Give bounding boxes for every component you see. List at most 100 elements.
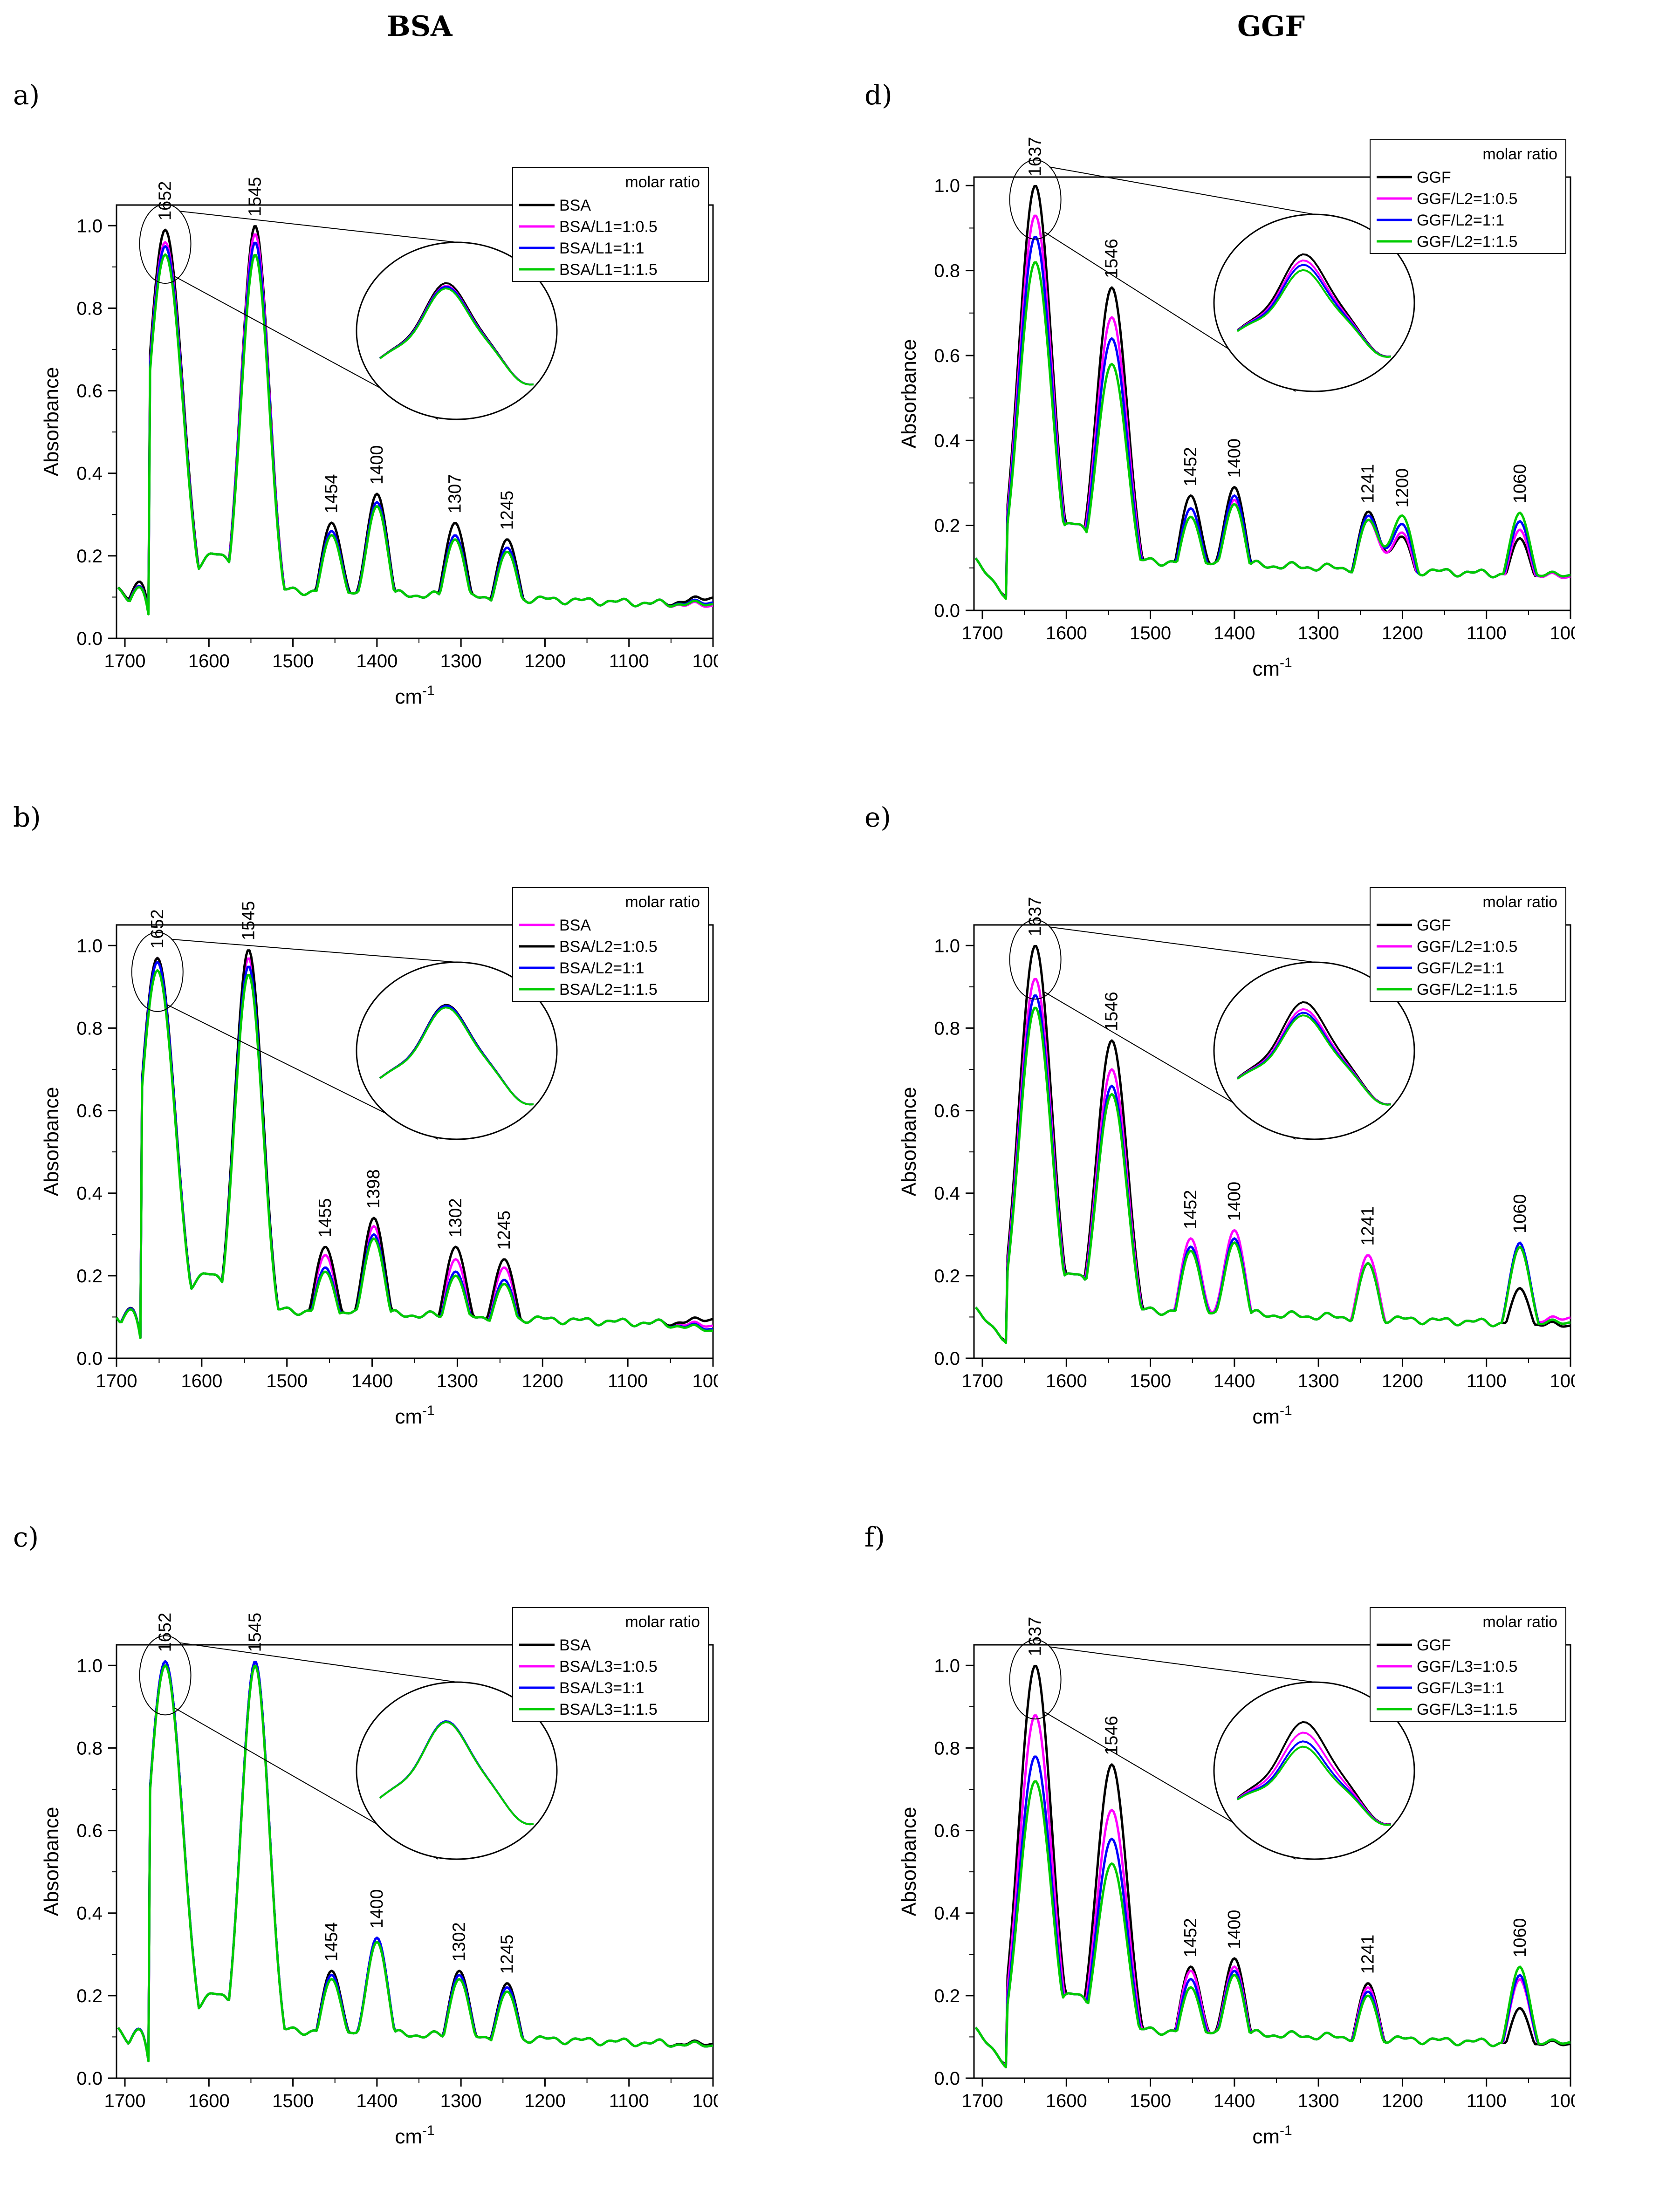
x-tick-label: 1000 <box>693 2091 718 2111</box>
y-tick-label: 0.0 <box>76 1348 103 1369</box>
x-tick-label: 1300 <box>440 651 482 671</box>
legend-entry: GGF/L2=1:1 <box>1417 959 1504 977</box>
y-tick-label: 0.0 <box>76 629 103 649</box>
y-tick-label: 0.4 <box>934 1184 960 1204</box>
legend-entry: GGF/L3=1:1.5 <box>1417 1701 1517 1718</box>
peak-label: 1245 <box>497 491 517 530</box>
x-axis-label-exponent: -1 <box>422 1403 435 1418</box>
series-line <box>117 253 713 616</box>
zoom-inset <box>1213 213 1415 392</box>
x-tick-label: 1200 <box>524 2091 566 2111</box>
x-tick-label: 1200 <box>1382 2091 1423 2111</box>
plot-frame <box>973 1644 1571 2079</box>
legend-entry: BSA/L3=1:1.5 <box>559 1701 658 1718</box>
peak-label: 1545 <box>245 177 265 217</box>
legend-entry: GGF/L3=1:0.5 <box>1417 1658 1517 1676</box>
y-tick-label: 1.0 <box>934 176 960 196</box>
zoom-inset <box>356 1681 558 1860</box>
right-column-title: GGF <box>1237 10 1305 43</box>
x-tick-label: 1700 <box>962 623 1003 643</box>
plot-frame <box>973 924 1571 1359</box>
peak-label: 1652 <box>156 181 175 221</box>
x-axis-label: cm-1 <box>395 683 434 708</box>
peak-label: 1637 <box>1026 897 1045 937</box>
peak-label: 1302 <box>450 1922 469 1962</box>
y-axis-label: Absorbance <box>40 1087 63 1197</box>
y-tick-label: 0.4 <box>934 431 960 451</box>
zoom-connector <box>171 938 457 963</box>
peak-label: 1398 <box>364 1169 384 1209</box>
plot-frame <box>116 1644 714 2079</box>
x-tick-label: 1100 <box>609 2091 649 2111</box>
x-axis-label: cm-1 <box>1252 1403 1292 1428</box>
peak-label: 1452 <box>1181 1918 1200 1957</box>
legend-entry: GGF/L2=1:1.5 <box>1417 981 1517 999</box>
legend-entry: GGF/L2=1:0.5 <box>1417 190 1517 208</box>
peak-label: 1455 <box>315 1198 335 1238</box>
x-tick-label: 1400 <box>1214 1371 1255 1391</box>
x-tick-label: 1300 <box>1298 2091 1339 2111</box>
series-line <box>117 1664 713 2062</box>
plot-frame <box>116 204 714 639</box>
y-tick-label: 1.0 <box>934 1656 960 1676</box>
x-tick-label: 1100 <box>1467 623 1507 643</box>
x-tick-label: 1700 <box>96 1371 137 1391</box>
legend-entry: BSA/L1=1:1.5 <box>559 261 658 279</box>
peak-label: 1400 <box>367 445 387 485</box>
x-tick-label: 1400 <box>356 2091 398 2111</box>
legend-entry: BSA/L3=1:0.5 <box>559 1658 658 1676</box>
peak-label: 1546 <box>1102 992 1122 1031</box>
x-tick-label: 1400 <box>351 1371 393 1391</box>
x-tick-label: 1600 <box>181 1371 222 1391</box>
peak-label: 1241 <box>1358 1935 1378 1974</box>
legend-entry: BSA <box>559 197 591 214</box>
y-tick-label: 0.6 <box>76 1821 103 1841</box>
legend-entry: GGF/L2=1:1.5 <box>1417 233 1517 251</box>
chart-panel-b: 1700 1600 1500 1400 1300 1200 1100 1000 0.0 0.2 0.… <box>40 887 718 1428</box>
x-axis-label-exponent: -1 <box>1280 655 1292 671</box>
y-tick-label: 0.0 <box>934 1348 960 1369</box>
x-tick-label: 1400 <box>356 651 398 671</box>
y-tick-label: 0.4 <box>76 464 103 484</box>
y-tick-label: 0.2 <box>76 1266 103 1287</box>
x-tick-label: 1600 <box>1046 1371 1087 1391</box>
y-tick-label: 1.0 <box>76 1656 103 1676</box>
peak-label: 1545 <box>239 901 258 941</box>
plot-frame <box>973 176 1571 611</box>
legend-entry: BSA/L2=1:1 <box>559 959 644 977</box>
panel-letter-e: e) <box>864 801 891 833</box>
x-tick-label: 1500 <box>1130 623 1171 643</box>
legend-entry: BSA <box>559 917 591 934</box>
y-tick-label: 0.4 <box>934 1903 960 1924</box>
zoom-circle <box>139 204 192 284</box>
y-tick-label: 0.4 <box>76 1903 103 1924</box>
legend-entry: GGF/L2=1:1 <box>1417 212 1504 229</box>
x-tick-label: 1000 <box>693 651 718 671</box>
legend-title: molar ratio <box>1482 145 1557 163</box>
y-tick-label: 0.2 <box>934 516 960 536</box>
panel-letter-d: d) <box>864 79 892 111</box>
peak-label: 1546 <box>1102 1716 1122 1755</box>
legend-entry: BSA <box>559 1636 591 1654</box>
y-tick-label: 0.6 <box>934 1821 960 1841</box>
peak-label: 1400 <box>367 1889 387 1929</box>
legend-entry: BSA/L3=1:1 <box>559 1679 644 1697</box>
x-tick-label: 1400 <box>1214 2091 1255 2111</box>
zoom-connector <box>1049 166 1315 215</box>
panel-letter-c: c) <box>13 1521 39 1553</box>
zoom-series-line <box>1236 1745 1392 1826</box>
x-tick-label: 1000 <box>1550 623 1575 643</box>
x-tick-label: 1500 <box>266 1371 308 1391</box>
x-tick-label: 1600 <box>1046 623 1087 643</box>
peak-label: 1302 <box>446 1198 466 1238</box>
y-tick-label: 0.2 <box>934 1986 960 2006</box>
x-axis-label-exponent: -1 <box>422 2123 435 2138</box>
chart-panel-e: 1700 1600 1500 1400 1300 1200 1100 1000 0.0 0.2 0.… <box>898 887 1575 1428</box>
peak-label: 1652 <box>148 909 167 949</box>
left-column-title: BSA <box>387 10 453 43</box>
x-tick-label: 1600 <box>188 2091 230 2111</box>
legend-title: molar ratio <box>625 893 700 911</box>
peak-label: 1307 <box>446 474 465 513</box>
y-axis-label: Absorbance <box>898 1807 920 1916</box>
legend-title: molar ratio <box>1482 893 1557 911</box>
